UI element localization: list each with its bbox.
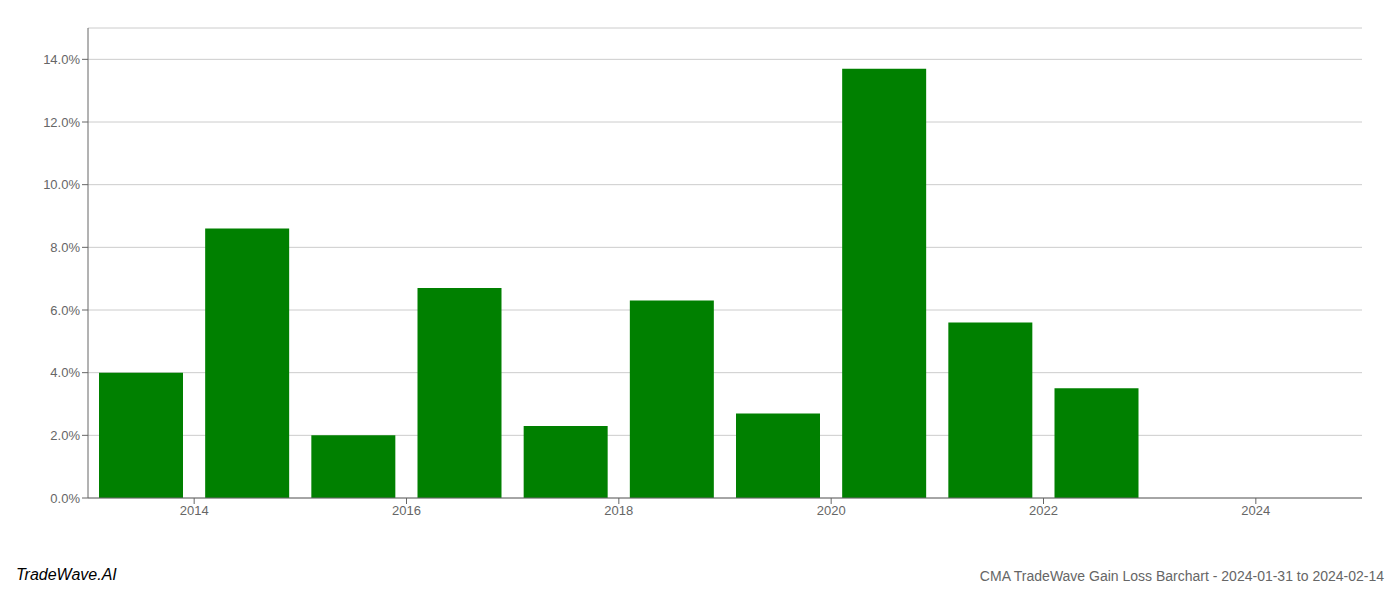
svg-text:12.0%: 12.0% [43,115,80,130]
svg-text:2024: 2024 [1241,503,1270,518]
svg-text:14.0%: 14.0% [43,52,80,67]
svg-text:0.0%: 0.0% [50,491,80,506]
svg-text:4.0%: 4.0% [50,365,80,380]
svg-text:10.0%: 10.0% [43,177,80,192]
html-text:TradeWave.AI: TradeWave.AI [16,566,117,583]
svg-text:2.0%: 2.0% [50,428,80,443]
svg-text:2020: 2020 [817,503,846,518]
html-text:CMA TradeWave Gain Loss Barcha: CMA TradeWave Gain Loss Barchart - 2024-… [979,568,1384,584]
svg-text:2014: 2014 [180,503,209,518]
svg-text:2022: 2022 [1029,503,1058,518]
svg-text:8.0%: 8.0% [50,240,80,255]
svg-text:6.0%: 6.0% [50,303,80,318]
svg-text:2018: 2018 [604,503,633,518]
svg-text:2016: 2016 [392,503,421,518]
